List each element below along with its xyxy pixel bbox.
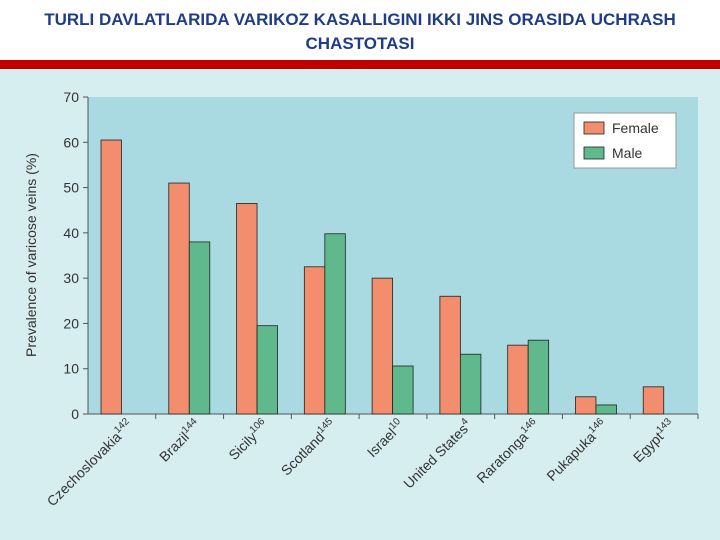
legend-swatch xyxy=(583,146,605,160)
bar xyxy=(459,353,482,415)
bar xyxy=(595,404,617,415)
bar xyxy=(575,396,597,415)
bar xyxy=(236,203,258,415)
y-tick-label: 70 xyxy=(63,89,79,105)
bar xyxy=(439,295,461,415)
y-tick-label: 0 xyxy=(71,406,79,422)
legend-label: Female xyxy=(612,120,659,136)
bar xyxy=(168,182,190,415)
title-rule xyxy=(0,60,720,69)
y-tick-label: 10 xyxy=(63,361,79,377)
bar xyxy=(371,277,394,415)
legend-label: Male xyxy=(612,145,643,161)
y-axis-label: Prevalence of varicose veins (%) xyxy=(23,153,39,357)
slide-title: TURLI DAVLATLARIDA VARIKOZ KASALLIGINI I… xyxy=(44,10,676,53)
bar xyxy=(642,386,665,415)
legend-swatch xyxy=(583,121,605,135)
y-tick-label: 50 xyxy=(63,180,79,196)
bar xyxy=(188,241,211,415)
y-tick-label: 30 xyxy=(63,270,79,286)
bar xyxy=(100,139,122,415)
y-tick-label: 20 xyxy=(63,315,79,331)
bar xyxy=(392,365,414,415)
chart: Prevalence of varicose veins (%) 0 10 20 30… xyxy=(0,70,720,540)
bar xyxy=(324,233,346,415)
bar xyxy=(527,339,550,415)
bar xyxy=(256,325,278,415)
y-tick-label: 60 xyxy=(63,134,79,150)
bar xyxy=(507,344,529,415)
y-tick-label: 40 xyxy=(63,225,79,241)
bar xyxy=(303,266,326,415)
